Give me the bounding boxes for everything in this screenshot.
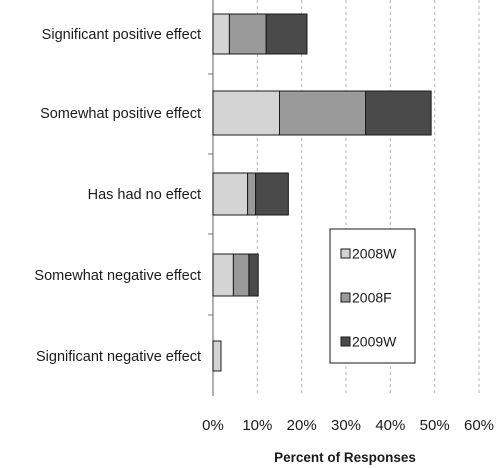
category-label: Significant positive effect <box>42 27 201 43</box>
gridlines <box>208 0 480 396</box>
legend-label-2008w: 2008W <box>352 246 397 262</box>
bar-segment-2008w <box>212 13 230 55</box>
legend: 2008W 2008F 2009W <box>329 228 416 364</box>
x-tick-label: 10% <box>242 417 272 434</box>
category-labels: Significant positive effect Somewhat posi… <box>34 27 201 365</box>
x-axis-title: Percent of Responses <box>274 450 416 465</box>
bar-segment-2008f <box>232 253 250 297</box>
bar-segment-2009w <box>365 90 432 136</box>
bar-segment-2008f <box>279 90 367 136</box>
bar-segment-2008f <box>247 172 257 216</box>
legend-swatch-2008f <box>340 292 351 303</box>
bar-segment-2008w <box>212 253 234 297</box>
category-label: Significant negative effect <box>36 349 201 365</box>
bar-segment-2008w <box>212 340 222 372</box>
bar-segment-2009w <box>248 253 259 297</box>
x-tick-label: 30% <box>331 417 361 434</box>
legend-label-2009w: 2009W <box>352 334 397 350</box>
category-label: Somewhat positive effect <box>40 106 201 122</box>
x-tick-labels: 0% 10% 20% 30% 40% 50% 60% <box>202 417 494 434</box>
legend-swatch-2008w <box>340 248 351 259</box>
bars <box>212 13 432 372</box>
x-tick-label: 50% <box>420 417 450 434</box>
legend-swatch-2009w <box>340 336 351 347</box>
x-tick-label: 40% <box>375 417 405 434</box>
x-tick-label: 60% <box>464 417 494 434</box>
bar-segment-2009w <box>265 13 308 55</box>
x-tick-label: 20% <box>287 417 317 434</box>
bar-segment-2008w <box>212 90 280 136</box>
bar-segment-2008w <box>212 172 249 216</box>
bar-segment-2008f <box>228 13 267 55</box>
legend-label-2008f: 2008F <box>352 290 392 306</box>
x-tick-label: 0% <box>202 417 224 434</box>
category-label: Has had no effect <box>88 187 201 203</box>
bar-segment-2009w <box>255 172 289 216</box>
category-label: Somewhat negative effect <box>34 268 201 284</box>
